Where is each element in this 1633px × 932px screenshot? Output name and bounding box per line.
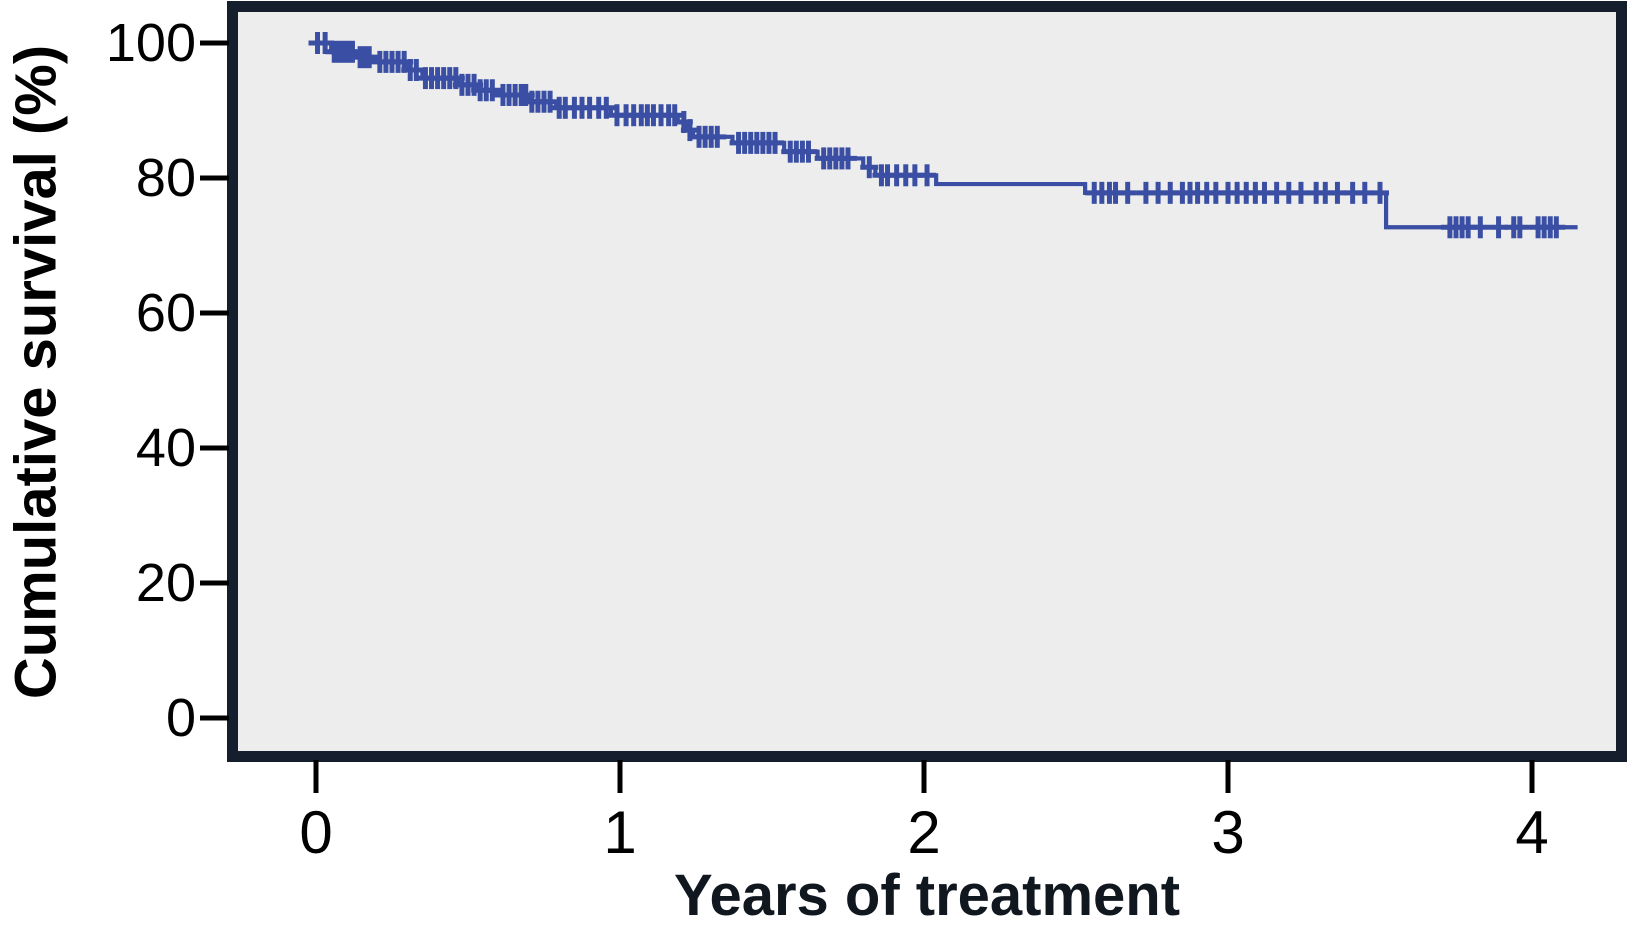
- x-tick-label: 2: [907, 799, 941, 866]
- x-tick-label: 1: [603, 799, 637, 866]
- plot-area: [227, 1, 1627, 762]
- x-tick-label: 3: [1211, 799, 1245, 866]
- x-axis-title: Years of treatment: [673, 863, 1181, 928]
- y-axis-title: Cumulative survival (%): [3, 44, 69, 700]
- y-tick-label: 80: [135, 148, 196, 208]
- y-tick-label: 0: [165, 688, 196, 748]
- x-tick-label: 0: [299, 799, 333, 866]
- y-tick-label: 100: [105, 13, 196, 73]
- y-tick-label: 20: [135, 553, 196, 613]
- y-tick-label: 60: [135, 283, 196, 343]
- x-tick-label: 4: [1515, 799, 1549, 866]
- y-tick-label: 40: [135, 418, 196, 478]
